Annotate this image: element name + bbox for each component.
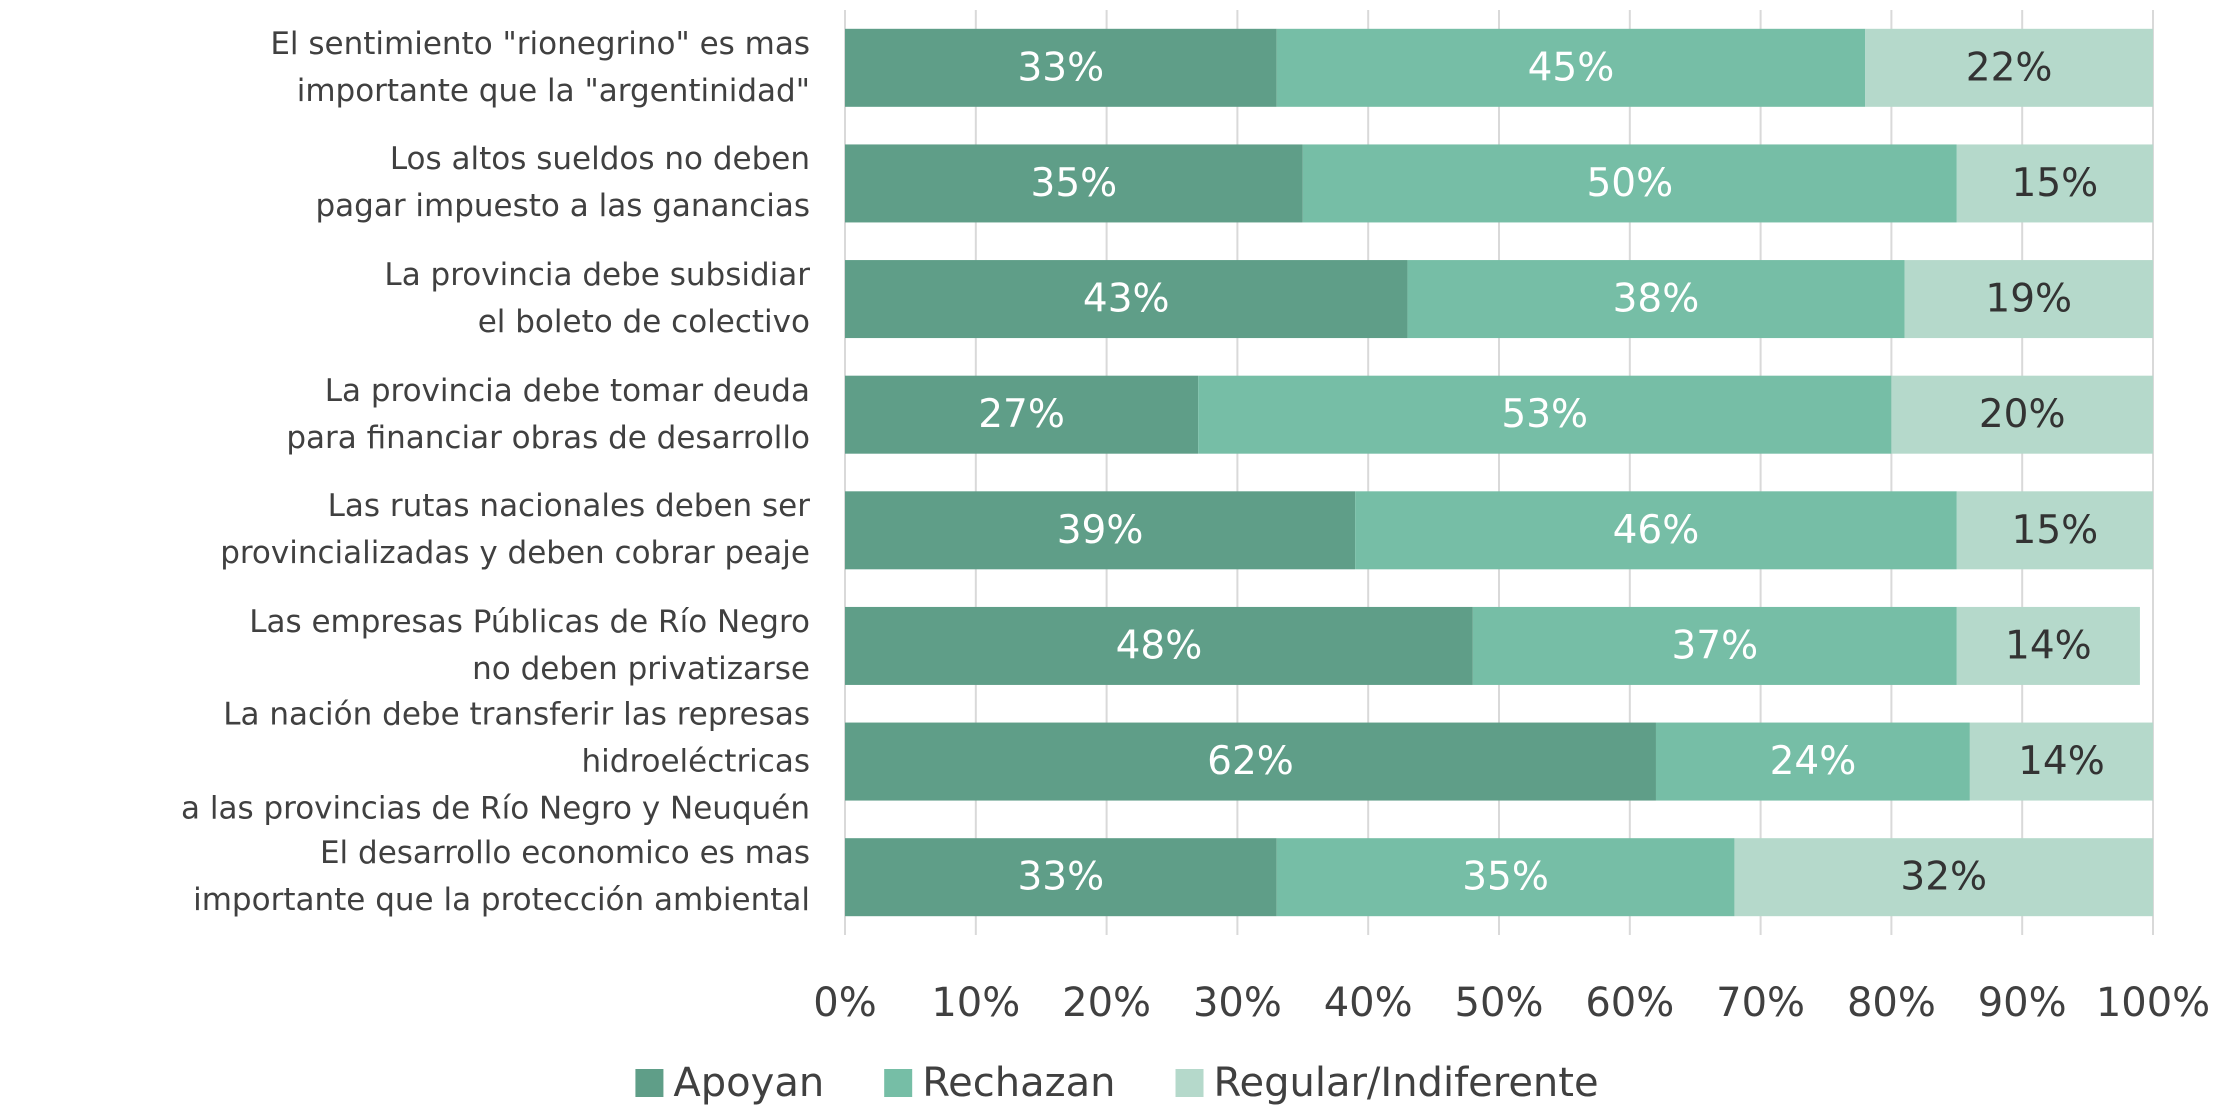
category-label: La provincia debe subsidiar el boleto de…: [384, 257, 810, 341]
category-label: El desarrollo economico es mas important…: [193, 835, 810, 919]
x-tick-label: 90%: [1978, 980, 2067, 1026]
x-tick-label: 20%: [1062, 980, 1151, 1026]
bar-segment: [1276, 838, 1735, 917]
x-tick-label: 10%: [931, 980, 1020, 1026]
bar-segment: [1904, 260, 2153, 339]
bar-segment: [1956, 144, 2153, 223]
category-label: La nación debe transferir las represas h…: [181, 696, 810, 827]
bar-segment: [1956, 606, 2140, 685]
data-label: 15%: [2012, 508, 2099, 553]
data-label: 22%: [1966, 45, 2053, 90]
x-tick-label: 60%: [1585, 980, 1674, 1026]
data-label: 45%: [1528, 45, 1615, 90]
bar-segment: [1302, 144, 1957, 223]
x-tick-label: 30%: [1193, 980, 1282, 1026]
data-label: 46%: [1613, 508, 1700, 553]
category-label: La provincia debe tomar deuda para finan…: [286, 372, 810, 456]
data-label: 43%: [1083, 277, 1170, 322]
legend-swatch: [1175, 1069, 1204, 1097]
category-label: Las empresas Públicas de Río Negro no de…: [249, 603, 810, 687]
data-label: 33%: [1017, 45, 1104, 90]
data-label: 38%: [1613, 277, 1700, 322]
legend-swatch: [884, 1069, 913, 1097]
data-label: 39%: [1057, 508, 1144, 553]
x-tick-label: 50%: [1455, 980, 1544, 1026]
data-label: 50%: [1586, 161, 1673, 206]
data-label: 20%: [1979, 392, 2066, 437]
bar-segment: [1891, 375, 2153, 454]
bar-segment: [845, 28, 1277, 107]
bar-segment: [845, 260, 1408, 339]
x-tick-label: 70%: [1716, 980, 1805, 1026]
category-label: Las rutas nacionales deben ser provincia…: [220, 488, 810, 572]
bar-segment: [845, 838, 1277, 917]
bar-segment: [1472, 606, 1957, 685]
category-label: Los altos sueldos no deben pagar impuest…: [315, 141, 810, 225]
data-label: 35%: [1031, 161, 1118, 206]
bar-segment: [1969, 722, 2153, 801]
bar-segment: [845, 491, 1356, 570]
data-label: 24%: [1770, 739, 1857, 784]
bar-segment: [845, 606, 1473, 685]
x-tick-label: 100%: [2096, 980, 2210, 1026]
bar-segment: [1407, 260, 1905, 339]
bar-segment: [1355, 491, 1957, 570]
data-label: 62%: [1207, 739, 1294, 784]
legend-swatch: [635, 1069, 664, 1097]
bar-segment: [1956, 491, 2153, 570]
category-label: El sentimiento "rionegrino" es mas impor…: [270, 25, 810, 109]
x-tick-label: 40%: [1324, 980, 1413, 1026]
data-label: 27%: [978, 392, 1065, 437]
data-label: 14%: [2018, 739, 2105, 784]
data-label: 33%: [1017, 855, 1104, 900]
bar-segment: [1655, 722, 1970, 801]
bar-segment: [845, 375, 1199, 454]
data-label: 19%: [1985, 277, 2072, 322]
bar-segment: [1198, 375, 1892, 454]
data-label: 35%: [1462, 855, 1549, 900]
legend-label: Regular/Indiferente: [1214, 1060, 1599, 1105]
bar-segment: [1865, 28, 2153, 107]
bar-segment: [1734, 838, 2153, 917]
data-label: 32%: [1900, 855, 1987, 900]
bar-segment: [845, 722, 1656, 801]
data-label: 48%: [1116, 623, 1203, 668]
data-label: 14%: [2005, 623, 2092, 668]
x-tick-label: 80%: [1847, 980, 1936, 1026]
x-tick-label: 0%: [813, 980, 876, 1026]
data-label: 53%: [1501, 392, 1588, 437]
bar-segment: [1276, 28, 1866, 107]
data-label: 15%: [2012, 161, 2099, 206]
legend-label: Rechazan: [922, 1060, 1115, 1105]
data-label: 37%: [1671, 623, 1758, 668]
legend-label: Apoyan: [673, 1060, 824, 1105]
bar-segment: [845, 144, 1303, 223]
